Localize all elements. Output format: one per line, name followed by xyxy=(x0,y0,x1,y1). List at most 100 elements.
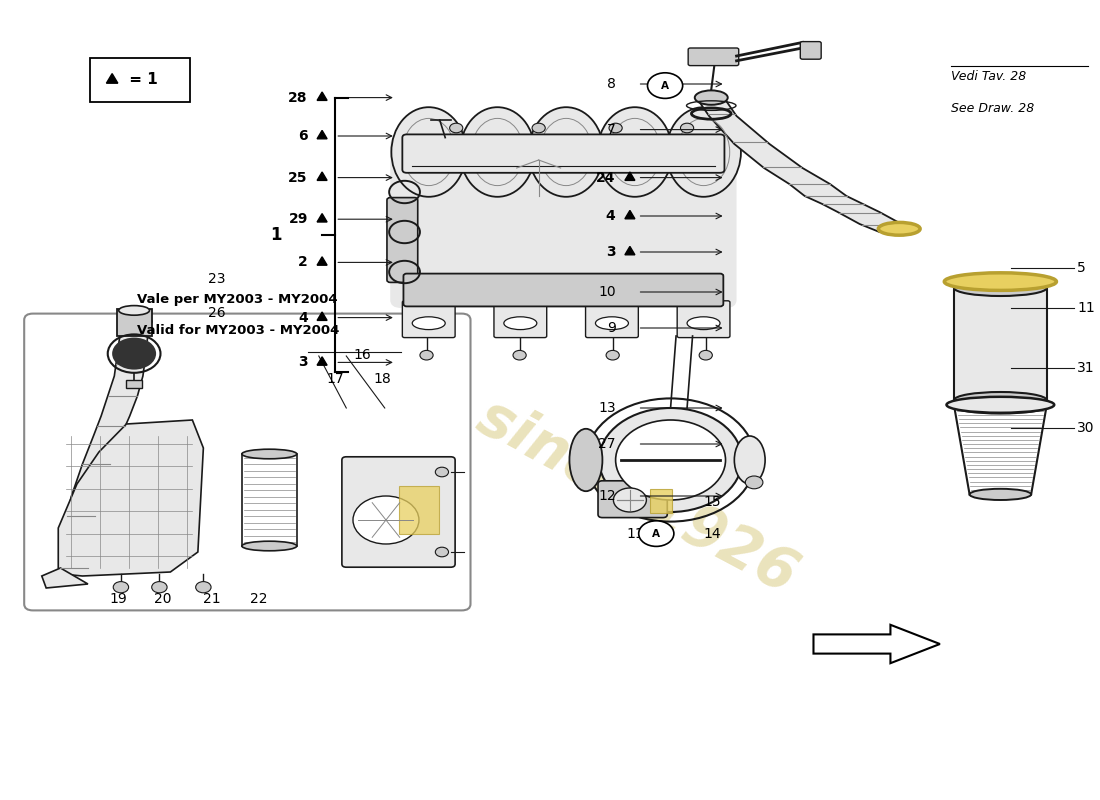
Text: 20: 20 xyxy=(154,592,172,606)
Ellipse shape xyxy=(504,317,537,330)
Circle shape xyxy=(700,350,713,360)
Polygon shape xyxy=(698,100,917,232)
Ellipse shape xyxy=(392,107,466,197)
Ellipse shape xyxy=(242,450,297,459)
FancyBboxPatch shape xyxy=(689,48,739,66)
Polygon shape xyxy=(317,312,327,320)
Text: 11: 11 xyxy=(1077,301,1096,315)
FancyBboxPatch shape xyxy=(403,134,725,173)
Text: 9: 9 xyxy=(607,321,616,335)
FancyBboxPatch shape xyxy=(90,58,190,102)
Text: See Draw. 28: See Draw. 28 xyxy=(950,102,1034,114)
Circle shape xyxy=(616,420,726,500)
Circle shape xyxy=(648,73,683,98)
Text: 30: 30 xyxy=(1077,421,1094,435)
Text: 23: 23 xyxy=(208,272,226,286)
Text: 13: 13 xyxy=(598,401,616,415)
Ellipse shape xyxy=(667,107,741,197)
Text: 16: 16 xyxy=(354,348,372,362)
FancyBboxPatch shape xyxy=(399,486,439,534)
Text: 25: 25 xyxy=(288,170,308,185)
Text: 21: 21 xyxy=(204,592,221,606)
Text: = 1: = 1 xyxy=(124,73,158,87)
Polygon shape xyxy=(317,357,327,365)
Text: 31: 31 xyxy=(1077,361,1094,375)
Text: since 1926: since 1926 xyxy=(469,388,807,604)
Circle shape xyxy=(606,350,619,360)
Circle shape xyxy=(609,123,623,133)
Ellipse shape xyxy=(735,436,766,484)
Polygon shape xyxy=(317,172,327,180)
Text: Valid for MY2003 - MY2004: Valid for MY2003 - MY2004 xyxy=(138,324,340,337)
FancyBboxPatch shape xyxy=(678,301,730,338)
Polygon shape xyxy=(60,328,148,568)
Polygon shape xyxy=(814,625,939,663)
Ellipse shape xyxy=(878,222,920,235)
FancyBboxPatch shape xyxy=(24,314,471,610)
Polygon shape xyxy=(317,257,327,265)
Text: 12: 12 xyxy=(598,489,616,503)
FancyBboxPatch shape xyxy=(390,136,737,308)
Circle shape xyxy=(112,338,156,370)
Text: 6: 6 xyxy=(298,129,308,143)
Ellipse shape xyxy=(119,306,150,315)
Text: Vedi Tav. 28: Vedi Tav. 28 xyxy=(950,70,1026,82)
Text: 14: 14 xyxy=(704,527,722,542)
Text: 5: 5 xyxy=(1077,261,1086,275)
Text: 18: 18 xyxy=(374,372,392,386)
Text: 4: 4 xyxy=(298,310,308,325)
Circle shape xyxy=(420,350,433,360)
Polygon shape xyxy=(107,74,118,83)
Ellipse shape xyxy=(529,107,604,197)
Ellipse shape xyxy=(946,397,1054,413)
Ellipse shape xyxy=(119,316,152,327)
Ellipse shape xyxy=(969,489,1031,500)
Ellipse shape xyxy=(944,273,1056,290)
Text: 1: 1 xyxy=(270,226,282,244)
Text: 28: 28 xyxy=(288,90,308,105)
Text: 7: 7 xyxy=(607,122,616,137)
Circle shape xyxy=(196,582,211,593)
FancyBboxPatch shape xyxy=(585,301,638,338)
FancyBboxPatch shape xyxy=(954,288,1046,400)
Text: Vale per MY2003 - MY2004: Vale per MY2003 - MY2004 xyxy=(138,294,338,306)
Text: 3: 3 xyxy=(606,245,616,259)
FancyBboxPatch shape xyxy=(404,274,724,306)
Text: 2: 2 xyxy=(298,255,308,270)
Ellipse shape xyxy=(597,107,672,197)
Circle shape xyxy=(450,123,463,133)
Circle shape xyxy=(746,476,763,489)
Text: 10: 10 xyxy=(598,285,616,299)
Polygon shape xyxy=(42,568,88,588)
Circle shape xyxy=(639,521,674,546)
Ellipse shape xyxy=(695,90,728,105)
Ellipse shape xyxy=(595,317,628,330)
Polygon shape xyxy=(317,214,327,222)
Polygon shape xyxy=(625,210,635,218)
Ellipse shape xyxy=(570,429,603,491)
FancyBboxPatch shape xyxy=(387,198,418,282)
Polygon shape xyxy=(317,130,327,138)
Circle shape xyxy=(614,488,647,512)
Text: 11: 11 xyxy=(627,527,645,542)
Polygon shape xyxy=(625,246,635,254)
Circle shape xyxy=(600,408,742,512)
Ellipse shape xyxy=(412,317,446,330)
Text: 27: 27 xyxy=(598,437,616,451)
Circle shape xyxy=(436,467,449,477)
Text: 17: 17 xyxy=(327,372,344,386)
FancyBboxPatch shape xyxy=(801,42,822,59)
FancyBboxPatch shape xyxy=(342,457,455,567)
Circle shape xyxy=(532,123,546,133)
Text: 26: 26 xyxy=(208,306,226,319)
Polygon shape xyxy=(317,92,327,100)
Polygon shape xyxy=(58,420,204,576)
Circle shape xyxy=(353,496,419,544)
FancyBboxPatch shape xyxy=(126,380,142,388)
Ellipse shape xyxy=(242,541,297,550)
Text: 19: 19 xyxy=(110,592,128,606)
Circle shape xyxy=(681,123,694,133)
FancyBboxPatch shape xyxy=(598,481,668,518)
Text: 15: 15 xyxy=(704,494,722,509)
Ellipse shape xyxy=(954,392,1046,408)
